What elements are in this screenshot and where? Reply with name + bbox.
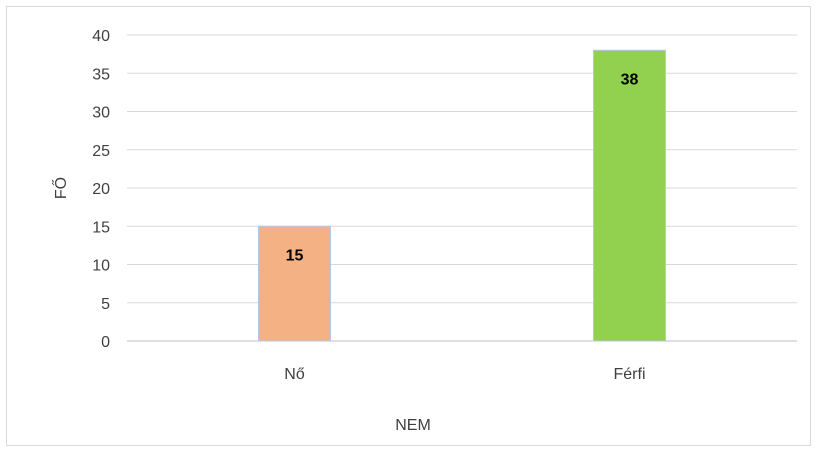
y-tick-label: 25 [92,143,110,160]
y-tick-label: 35 [92,66,110,83]
x-axis-title: NEM [395,417,431,434]
data-label: 38 [621,71,639,88]
y-tick-label: 40 [92,28,110,45]
y-tick-label: 10 [92,258,110,275]
bar-0 [258,225,331,342]
y-axis-ticks: 0 5 10 15 20 25 30 35 40 [92,28,110,351]
data-label: 15 [286,247,304,264]
y-tick-label: 5 [101,296,110,313]
y-tick-label: 15 [92,219,110,236]
y-tick-label: 0 [101,334,110,351]
x-category-label: Nő [284,366,305,383]
y-axis-title: FŐ [51,177,70,199]
gridlines [127,34,797,342]
y-tick-label: 20 [92,181,110,198]
y-tick-label: 30 [92,105,110,122]
x-axis-categories: Nő Férfi [284,366,645,383]
x-category-label: Férfi [614,366,646,383]
bars [258,49,666,342]
bar-1 [593,49,666,342]
